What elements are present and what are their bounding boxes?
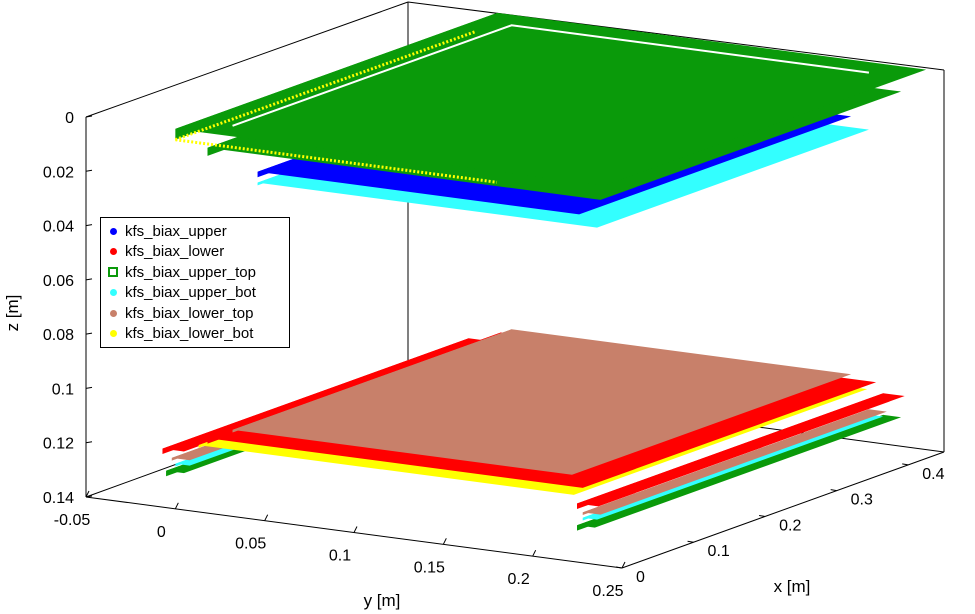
y-tick-label: -0.05: [54, 512, 91, 529]
x-tick-mark: [687, 540, 694, 543]
legend-item: kfs_biax_upper_top: [101, 262, 289, 283]
y-tick-mark: [532, 549, 537, 557]
z-tick-label: 0: [65, 110, 74, 127]
y-tick-mark: [442, 538, 447, 545]
y-tick-label: 0.25: [592, 583, 623, 600]
z-tick-label: 0.02: [43, 164, 74, 181]
y-tick-label: 0: [157, 524, 166, 541]
y-tick-mark: [174, 502, 179, 510]
data-layer: [162, 12, 927, 531]
legend-label: kfs_biax_upper: [125, 222, 227, 240]
upper-top-inner-edge: [232, 24, 870, 127]
x-axis-label: x [m]: [774, 577, 811, 596]
z-tick-mark: [85, 115, 93, 118]
tick-labels: 0 0.02 0.04 0.06 0.08 0.1 0.12 0.14 -0.05 0 0.05 0.…: [43, 110, 945, 600]
upper-top-yellow-edge-left: [174, 30, 477, 142]
tick-marks: [85, 115, 909, 569]
z-tick-mark: [85, 169, 93, 172]
z-tick-mark: [85, 386, 93, 389]
y-tick-mark: [353, 526, 358, 533]
legend-label: kfs_biax_lower_top: [125, 304, 254, 322]
legend: kfs_biax_upper kfs_biax_lower kfs_biax_upp…: [100, 217, 290, 348]
x-tick-label: 0.3: [851, 492, 873, 509]
legend-item: kfs_biax_lower: [101, 242, 289, 263]
x-tick-mark: [615, 566, 623, 569]
legend-marker: [101, 309, 125, 317]
x-tick-mark: [759, 514, 766, 517]
x-tick-label: 0.1: [708, 543, 730, 560]
y-tick-label: 0.1: [329, 548, 351, 565]
x-tick-mark: [902, 463, 909, 466]
slab-upper-top: [175, 12, 927, 186]
top-left-edge: [85, 1, 409, 118]
y-tick-mark: [621, 561, 626, 569]
x-axis-line: [621, 451, 945, 569]
legend-label: kfs_biax_upper_bot: [125, 284, 256, 302]
y-tick-mark: [264, 514, 269, 521]
x-tick-label: 0.2: [779, 517, 801, 534]
y-tick-label: 0.15: [414, 559, 445, 576]
legend-item: kfs_biax_upper_bot: [101, 283, 289, 304]
x-tick-mark: [830, 489, 837, 492]
z-tick-mark: [85, 278, 93, 281]
z-tick-label: 0.12: [43, 436, 74, 453]
legend-label: kfs_biax_lower_bot: [125, 325, 254, 343]
y-axis-label: y [m]: [364, 591, 401, 610]
slab-upper-top-lower-r: [576, 414, 902, 528]
legend-item: kfs_biax_lower_top: [101, 303, 289, 324]
x-tick-label: 0.4: [922, 466, 944, 483]
legend-marker: [101, 248, 125, 256]
slab-lower-strip-r: [576, 393, 905, 507]
z-tick-mark: [85, 441, 93, 444]
y-tick-label: 0.2: [508, 571, 530, 588]
z-tick-mark: [85, 332, 93, 335]
z-tick-label: 0.04: [43, 219, 74, 236]
legend-marker: [101, 267, 125, 278]
z-tick-mark: [85, 495, 93, 498]
z-tick-label: 0.1: [52, 381, 74, 398]
y-tick-label: 0.05: [235, 536, 266, 553]
z-tick-label: 0.08: [43, 327, 74, 344]
z-tick-label: 0.06: [43, 273, 74, 290]
slab-lower-top-strip-r: [582, 409, 887, 515]
x-tick-label: 0: [636, 569, 645, 586]
legend-item: kfs_biax_lower_bot: [101, 324, 289, 345]
legend-label: kfs_biax_lower: [125, 243, 225, 261]
z-tick-mark: [85, 224, 93, 227]
legend-marker: [101, 330, 125, 338]
z-tick-label: 0.14: [43, 490, 74, 507]
z-axis-label: z [m]: [3, 295, 22, 332]
legend-label: kfs_biax_upper_top: [125, 263, 256, 281]
legend-marker: [101, 227, 125, 235]
legend-item: kfs_biax_upper: [101, 221, 289, 242]
legend-marker: [101, 289, 125, 297]
slab-lower-top: [232, 329, 852, 475]
y-tick-mark: [85, 490, 90, 498]
